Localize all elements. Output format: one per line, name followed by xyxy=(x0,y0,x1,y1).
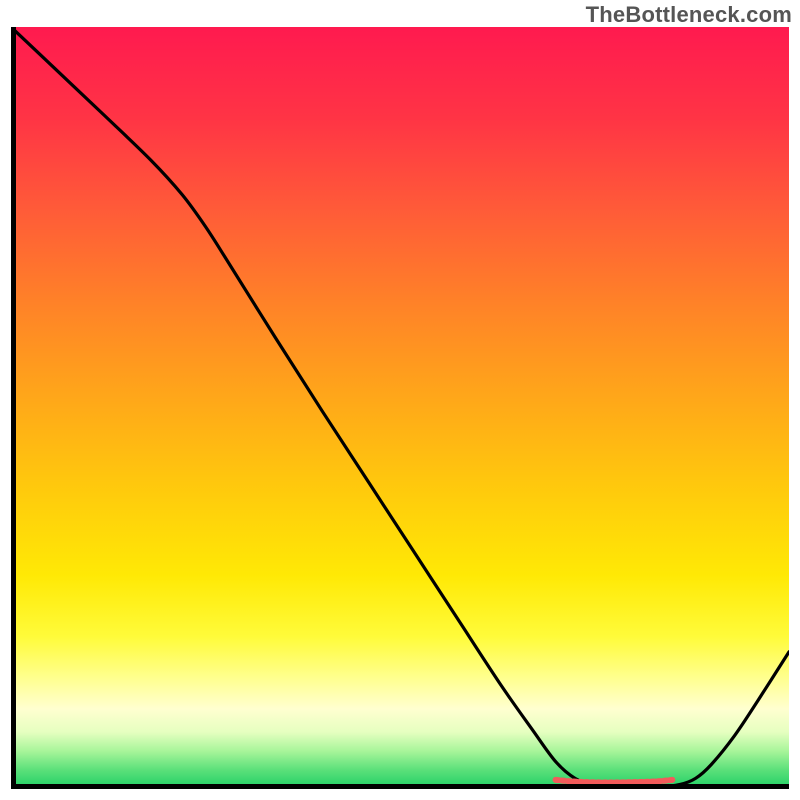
chart-container xyxy=(11,27,789,789)
gradient-curve-chart xyxy=(11,27,789,789)
gradient-background xyxy=(11,27,789,789)
stage: TheBottleneck.com xyxy=(0,0,800,800)
watermark-text: TheBottleneck.com xyxy=(586,2,792,28)
valley-marker xyxy=(556,780,673,783)
